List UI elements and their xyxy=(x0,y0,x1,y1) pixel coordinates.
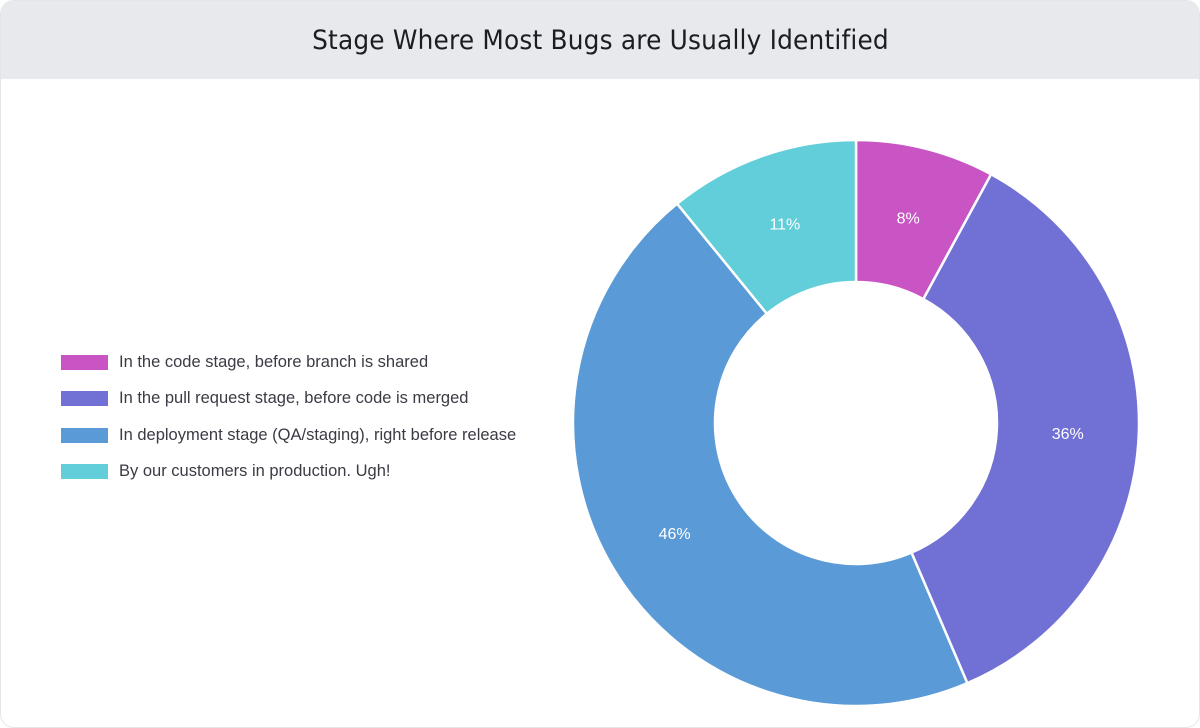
legend-swatch xyxy=(61,464,108,479)
donut-slice-production[interactable] xyxy=(675,138,858,316)
legend-item-production[interactable]: By our customers in production. Ugh! xyxy=(61,454,516,490)
legend-item-code-stage[interactable]: In the code stage, before branch is shar… xyxy=(61,344,516,380)
legend-label: In the code stage, before branch is shar… xyxy=(119,352,429,371)
legend-item-pull-request-stage[interactable]: In the pull request stage, before code i… xyxy=(61,381,516,417)
legend-label: In deployment stage (QA/staging), right … xyxy=(119,425,517,444)
chart-legend: In the code stage, before branch is shar… xyxy=(61,344,516,490)
legend-item-deployment-stage[interactable]: In deployment stage (QA/staging), right … xyxy=(61,417,516,453)
donut-slice-deployment-stage[interactable] xyxy=(571,201,969,708)
chart-header: Stage Where Most Bugs are Usually Identi… xyxy=(1,1,1199,79)
data-label-pull-request-stage: 36% xyxy=(1052,426,1084,443)
legend-swatch xyxy=(61,354,108,370)
legend-label: In the pull request stage, before code i… xyxy=(119,389,469,407)
chart-title: Stage Where Most Bugs are Usually Identi… xyxy=(311,24,889,56)
donut-slices xyxy=(571,138,1141,708)
donut-slice-pull-request-stage[interactable] xyxy=(909,172,1141,685)
legend-label: By our customers in production. Ugh! xyxy=(119,462,391,480)
legend-swatch xyxy=(61,427,108,443)
legend-swatch xyxy=(61,391,108,406)
data-label-production: 11% xyxy=(769,216,800,233)
data-label-deployment-stage: 46% xyxy=(659,526,691,543)
donut-data-labels: 8% 36% 46% 11% xyxy=(659,211,1084,543)
data-label-code-stage: 8% xyxy=(897,211,920,228)
